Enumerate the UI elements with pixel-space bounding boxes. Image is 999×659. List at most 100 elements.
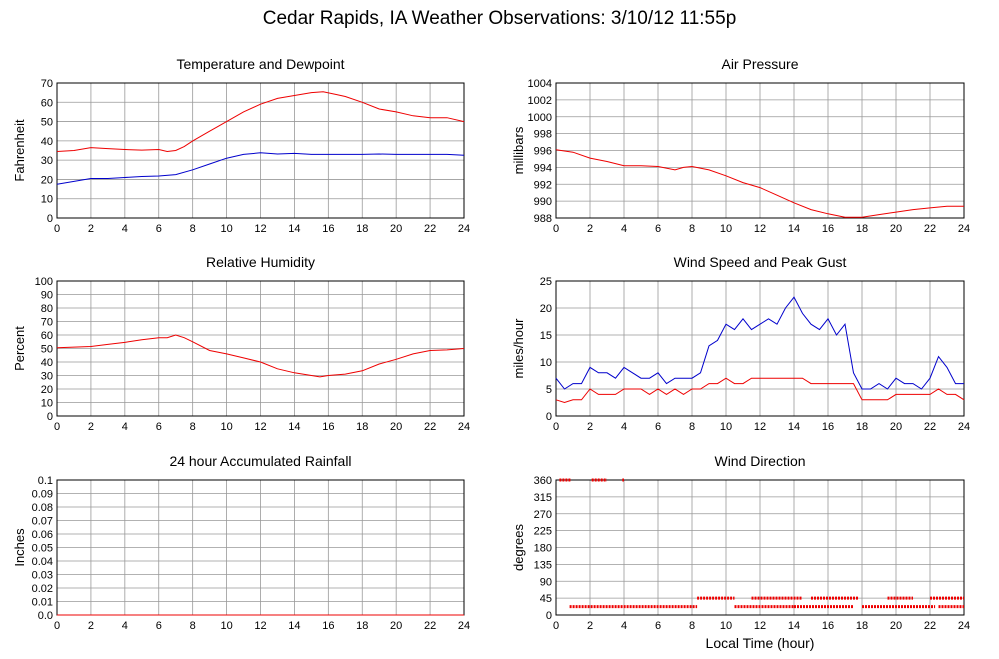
x-tick-label: 22 [424,421,436,433]
x-tick-label: 4 [122,223,128,235]
y-tick-label: 1002 [528,95,552,107]
x-tick-label: 18 [356,421,368,433]
y-tick-label: 10 [41,398,53,410]
series-line-0 [555,296,964,390]
x-tick-label: 18 [356,620,368,632]
x-tick-label: 4 [621,223,627,235]
x-tick-label: 20 [890,421,902,433]
y-axis-label: degrees [511,524,526,571]
y-tick-label: 20 [41,174,53,186]
x-tick-label: 12 [754,421,766,433]
y-tick-label: 60 [41,97,53,109]
x-tick-label: 18 [856,223,868,235]
plot-frame [56,82,465,219]
y-tick-label: 10 [41,194,53,206]
x-tick-label: 8 [190,421,196,433]
x-tick-label: 2 [587,620,593,632]
y-tick-label: 0.1 [38,475,53,487]
series-line-0 [555,149,964,218]
x-tick-label: 10 [720,223,732,235]
x-tick-label: 16 [322,223,334,235]
y-tick-label: 70 [41,317,53,329]
x-tick-label: 14 [788,620,800,632]
x-tick-label: 18 [856,421,868,433]
x-tick-label: 24 [458,223,470,235]
x-tick-label: 14 [288,620,300,632]
y-tick-label: 0 [47,411,53,423]
y-tick-label: 40 [41,357,53,369]
y-tick-label: 315 [534,492,552,504]
x-tick-label: 20 [390,223,402,235]
plot-frame [555,479,965,616]
x-tick-label: 6 [156,421,162,433]
x-tick-label: 12 [754,223,766,235]
x-tick-label: 0 [553,223,559,235]
x-tick-label: 6 [156,620,162,632]
x-tick-label: 14 [788,223,800,235]
x-tick-label: 16 [822,223,834,235]
y-tick-label: 996 [534,146,552,158]
y-tick-label: 90 [41,290,53,302]
x-tick-label: 22 [924,620,936,632]
x-tick-label: 0 [54,223,60,235]
x-tick-label: 16 [822,620,834,632]
x-tick-label: 10 [220,223,232,235]
y-tick-label: 20 [540,303,552,315]
x-tick-label: 18 [356,223,368,235]
x-axis-label: Local Time (hour) [705,635,815,651]
y-tick-label: 30 [41,371,53,383]
y-tick-label: 998 [534,129,552,141]
y-tick-label: 0 [546,411,552,423]
x-tick-label: 8 [689,421,695,433]
x-tick-label: 6 [156,223,162,235]
series-line-0 [56,334,465,378]
x-tick-label: 12 [254,620,266,632]
x-tick-label: 24 [458,421,470,433]
y-tick-label: 270 [534,509,552,521]
y-tick-label: 0 [47,213,53,225]
y-tick-label: 990 [534,196,552,208]
plot-frame [555,280,965,417]
x-tick-label: 20 [890,223,902,235]
x-tick-label: 2 [587,421,593,433]
y-tick-label: 360 [534,475,552,487]
x-tick-label: 22 [424,620,436,632]
y-axis-label: miles/hour [511,318,526,379]
y-tick-label: 50 [41,344,53,356]
y-tick-label: 0 [546,610,552,622]
x-tick-label: 4 [621,620,627,632]
chart-title: Temperature and Dewpoint [176,56,344,72]
x-tick-label: 20 [390,620,402,632]
x-tick-label: 24 [458,620,470,632]
series-line-0 [56,91,465,153]
x-tick-label: 16 [322,421,334,433]
y-tick-label: 988 [534,213,552,225]
x-tick-label: 2 [88,421,94,433]
y-tick-label: 0.05 [32,543,53,555]
x-tick-label: 22 [924,223,936,235]
y-tick-label: 0.01 [32,597,53,609]
x-tick-label: 8 [190,620,196,632]
y-tick-label: 0.08 [32,502,53,514]
x-tick-label: 24 [958,620,970,632]
y-tick-label: 90 [540,576,552,588]
y-tick-label: 50 [41,117,53,129]
chart-title: Wind Direction [714,453,805,469]
chart-title: Air Pressure [721,56,798,72]
y-axis-label: millibars [511,126,526,174]
x-tick-label: 16 [822,421,834,433]
x-tick-label: 0 [54,620,60,632]
y-axis-label: Percent [12,326,27,371]
x-tick-label: 2 [88,223,94,235]
y-tick-label: 992 [534,179,552,191]
y-tick-label: 10 [540,357,552,369]
y-tick-label: 1000 [528,112,552,124]
x-tick-label: 20 [890,620,902,632]
y-tick-label: 994 [534,162,552,174]
y-tick-label: 45 [540,593,552,605]
x-tick-label: 0 [553,421,559,433]
